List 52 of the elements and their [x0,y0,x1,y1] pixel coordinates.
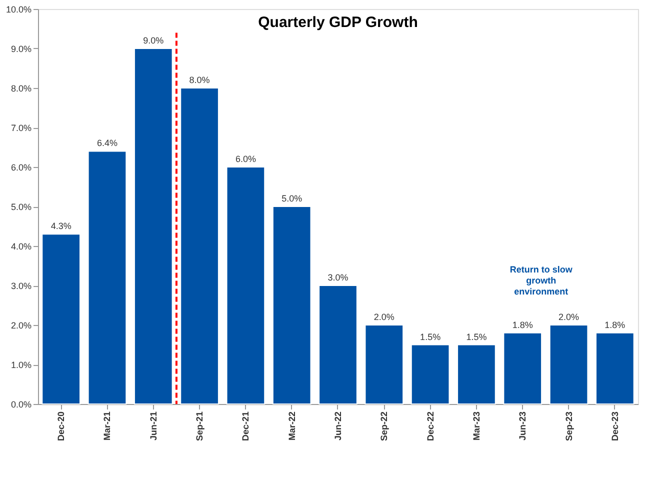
y-tick-label: 2.0% [10,320,32,330]
x-tick-label: Dec-21 [240,412,251,442]
x-tick-label: Mar-22 [286,412,297,441]
data-label: 1.5% [466,332,487,342]
x-tick-label: Sep-23 [564,412,574,442]
data-label: 3.0% [328,272,348,282]
bar [503,332,542,404]
y-tick-label: 8.0% [10,84,32,94]
x-tick-label: Sep-21 [194,412,205,442]
bar [457,344,496,404]
data-label: 2.0% [374,312,394,322]
data-label: 1.5% [420,332,441,342]
bar [318,285,358,404]
data-label: 9.0% [143,36,164,46]
bar [42,234,80,404]
chart-title: Quarterly GDP Growth [258,14,418,31]
x-tick-label: Mar-21 [102,412,112,441]
y-tick-label: 6.0% [10,162,32,172]
bar [549,324,588,404]
y-tick-label: 4.0% [10,242,32,252]
y-tick-label: 5.0% [10,202,32,212]
x-tick-label: Sep-22 [379,412,390,442]
x-tick-label: Jun-23 [518,412,528,441]
x-tick-label: Dec-20 [56,412,66,442]
data-label: 1.8% [604,320,626,330]
y-tick-label: 0.0% [10,400,32,410]
data-label: 1.8% [512,320,533,330]
data-label: 6.0% [235,154,256,164]
bar [410,344,450,404]
x-tick-label: Dec-22 [425,412,436,442]
x-tick-label: Jun-21 [148,412,158,441]
x-tick-label: Mar-23 [471,412,482,441]
bar [272,206,312,404]
bar [596,332,634,404]
data-label: 6.4% [96,138,118,148]
x-tick-label: Jun-22 [333,412,343,441]
bar [88,150,127,404]
x-tick-label: Dec-23 [610,412,620,442]
y-tick-label: 3.0% [10,281,32,291]
data-label: 4.3% [50,221,72,232]
bar [134,48,173,404]
bar [226,166,266,404]
data-label: 2.0% [558,312,580,322]
data-label: 5.0% [282,194,302,204]
y-tick-label: 10.0% [6,4,32,14]
data-label: 8.0% [189,75,210,85]
y-tick-label: 1.0% [10,360,32,370]
annotation: Return to slow growth environment [510,264,574,297]
y-tick-label: 7.0% [10,123,32,133]
bar [364,324,404,404]
bar [180,88,219,404]
y-tick-label: 9.0% [10,44,32,54]
